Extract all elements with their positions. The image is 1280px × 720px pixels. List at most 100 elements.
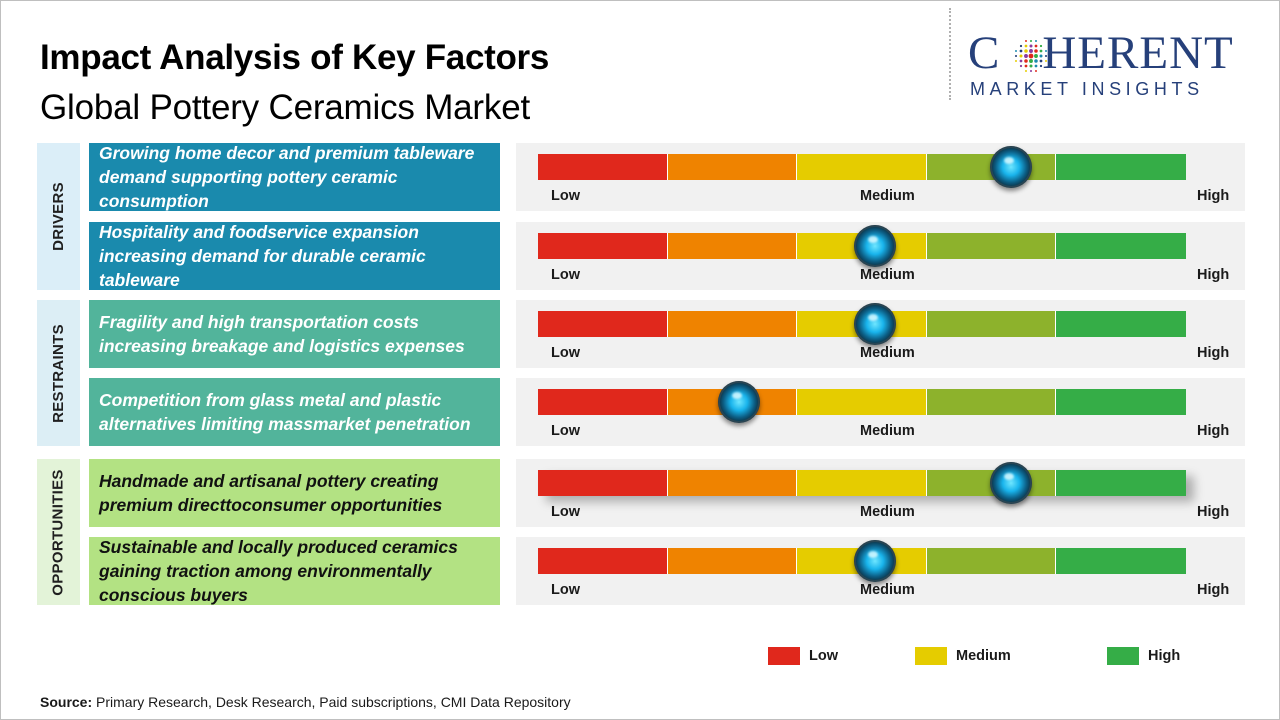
scale-segment [926, 548, 1057, 574]
globe-dot [1034, 64, 1038, 68]
globe-dot [1015, 50, 1017, 52]
globe-dot [1039, 64, 1043, 68]
globe-dot [1039, 54, 1043, 58]
globe-dot [1044, 54, 1048, 58]
globe-dot [1034, 49, 1038, 53]
scale-label-high: High [1197, 504, 1230, 520]
impact-marker [853, 225, 896, 267]
globe-dot [1039, 49, 1043, 53]
globe-dot [1045, 60, 1047, 62]
scale-segment [667, 470, 798, 496]
globe-dot [1024, 59, 1028, 63]
scale-segment [538, 389, 668, 415]
factor-box: Sustainable and locally produced ceramic… [89, 537, 500, 605]
scale-segment [1056, 389, 1186, 415]
source-note: Source: Primary Research, Desk Research,… [40, 694, 571, 710]
impact-scale-bar [538, 389, 1186, 415]
globe-dot [1019, 64, 1023, 68]
scale-segment [926, 233, 1057, 259]
globe-dot [1019, 49, 1023, 53]
category-band-restraints: RESTRAINTS [37, 300, 80, 446]
globe-dot [1024, 49, 1028, 53]
globe-dot [1024, 64, 1028, 68]
logo-word-start: C [968, 27, 1001, 79]
scale-segment [667, 233, 798, 259]
legend-label: High [1148, 648, 1181, 664]
scale-segment [538, 548, 668, 574]
header-divider [949, 8, 951, 100]
impact-scale-bar [538, 154, 1186, 180]
factor-text: Growing home decor and premium tableware… [99, 143, 475, 211]
globe-dot [1029, 69, 1033, 73]
scale-label-medium: Medium [860, 504, 915, 520]
category-label: RESTRAINTS [50, 323, 67, 423]
factor-text: Fragility and high transportation costs … [99, 312, 465, 356]
globe-dot [1029, 39, 1033, 43]
impact-marker [717, 381, 760, 423]
category-band-drivers: DRIVERS [37, 143, 80, 290]
globe-dot [1034, 44, 1038, 48]
impact-marker [990, 146, 1033, 188]
scale-segment [538, 154, 668, 180]
scale-segment [667, 548, 798, 574]
scale-label-low: Low [551, 267, 580, 283]
factor-text: Sustainable and locally produced ceramic… [99, 537, 458, 605]
globe-dots-icon [1014, 39, 1048, 73]
page-title: Impact Analysis of Key Factors [40, 38, 550, 77]
page-subtitle: Global Pottery Ceramics Market [40, 88, 530, 127]
impact-marker [853, 303, 896, 345]
factor-box: Handmade and artisanal pottery creating … [89, 459, 500, 527]
scale-segment [667, 311, 798, 337]
factor-text: Competition from glass metal and plastic… [99, 390, 471, 434]
category-label: OPPORTUNITIES [50, 468, 68, 596]
scale-label-medium: Medium [860, 267, 915, 283]
factor-box: Growing home decor and premium tableware… [89, 143, 500, 211]
factor-box: Fragility and high transportation costs … [89, 300, 500, 368]
scale-label-high: High [1197, 582, 1230, 598]
globe-dot [1024, 54, 1028, 58]
legend-item-medium: Medium [915, 647, 1011, 665]
scale-segment [797, 389, 927, 415]
globe-dot [1039, 59, 1043, 63]
factor-box: Hospitality and foodservice expansion in… [89, 222, 500, 290]
globe-dot [1019, 59, 1023, 63]
legend-label: Medium [956, 648, 1011, 664]
scale-label-low: Low [551, 423, 580, 439]
globe-dot [1028, 53, 1034, 59]
impact-scale-bar [538, 548, 1186, 574]
globe-dot [1019, 44, 1023, 48]
scale-label-medium: Medium [860, 423, 915, 439]
legend-item-low: Low [768, 647, 838, 665]
factor-text: Hospitality and foodservice expansion in… [99, 222, 426, 290]
logo-tagline: MARKET INSIGHTS [970, 79, 1204, 99]
globe-dot [1014, 54, 1018, 58]
globe-dot [1019, 54, 1023, 58]
globe-dot [1029, 59, 1033, 63]
factor-box: Competition from glass metal and plastic… [89, 378, 500, 446]
scale-segment [538, 233, 668, 259]
legend-swatch [915, 647, 947, 665]
scale-label-high: High [1197, 423, 1230, 439]
globe-dot [1035, 40, 1037, 42]
scale-label-low: Low [551, 504, 580, 520]
globe-dot [1045, 50, 1047, 52]
impact-scale-bar [538, 470, 1186, 496]
globe-dot [1025, 70, 1027, 72]
impact-marker [853, 540, 896, 582]
legend-item-high: High [1107, 647, 1180, 665]
scale-segment [538, 470, 668, 496]
scale-segment [926, 311, 1057, 337]
scale-label-high: High [1197, 345, 1230, 361]
scale-segment [1056, 154, 1186, 180]
globe-dot [1034, 54, 1038, 58]
impact-marker [990, 462, 1033, 504]
globe-dot [1029, 44, 1033, 48]
source-text: Primary Research, Desk Research, Paid su… [92, 694, 571, 710]
scale-segment [1056, 311, 1186, 337]
scale-label-medium: Medium [860, 345, 915, 361]
category-band-opportunities: OPPORTUNITIES [37, 459, 80, 605]
globe-dot [1029, 49, 1033, 53]
scale-segment [1056, 548, 1186, 574]
globe-dot [1039, 44, 1043, 48]
scale-label-low: Low [551, 582, 580, 598]
